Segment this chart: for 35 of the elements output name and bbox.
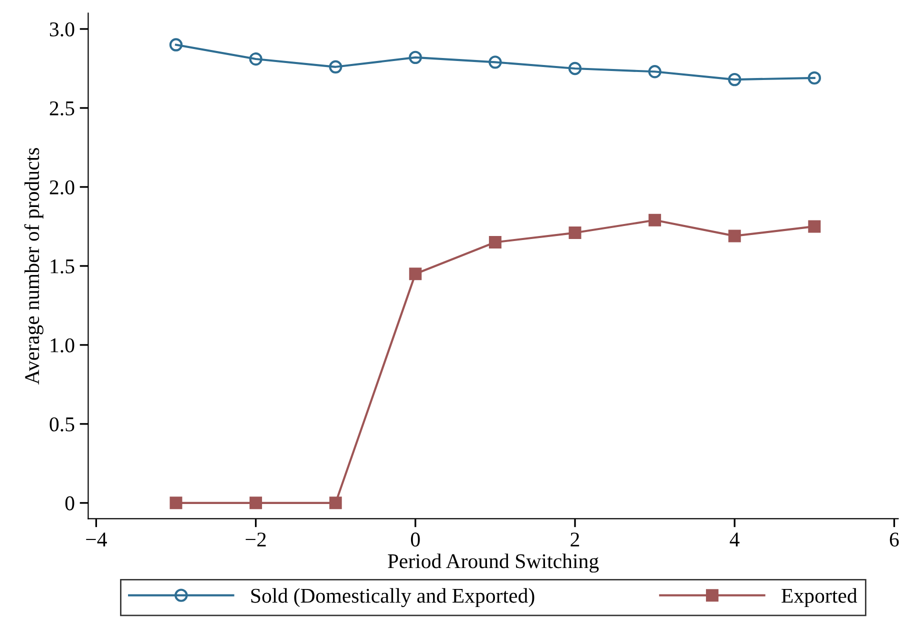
x-tick-label: 2 [570, 532, 580, 546]
y-tick-label: 0.5 [50, 417, 74, 432]
point [169, 38, 183, 52]
y-tick-label: 2.0 [50, 180, 74, 194]
x-tick-label: 4 [730, 532, 740, 546]
x-tick-label: −4 [86, 532, 107, 546]
point [568, 62, 582, 76]
legend-label: Sold (Domestically and Exported) [251, 588, 534, 608]
y-tick-label: 2.5 [50, 101, 74, 116]
point [728, 230, 741, 242]
point [250, 496, 262, 510]
point [808, 71, 822, 85]
point [488, 56, 502, 69]
point [808, 220, 821, 233]
point [249, 52, 262, 66]
x-tick-label: 6 [890, 532, 899, 547]
point [170, 496, 182, 510]
x-tick-label: −2 [246, 532, 266, 546]
y-axis-title: Average number of products [24, 148, 44, 384]
point [728, 72, 742, 86]
point [409, 268, 422, 280]
point [328, 60, 342, 74]
point [568, 226, 582, 240]
point [648, 65, 662, 78]
point [329, 496, 342, 510]
point [488, 236, 502, 249]
y-tick-label: 3.0 [50, 22, 74, 37]
point [408, 50, 422, 64]
x-axis-title: Period Around Switching [388, 554, 599, 573]
point [648, 214, 662, 226]
y-tick-label: 1.0 [50, 338, 74, 352]
y-tick-label: 0 [65, 496, 74, 510]
y-tick-label: 1.5 [50, 259, 74, 274]
x-tick-label: 0 [410, 532, 420, 547]
legend-label: Exported [782, 588, 858, 608]
